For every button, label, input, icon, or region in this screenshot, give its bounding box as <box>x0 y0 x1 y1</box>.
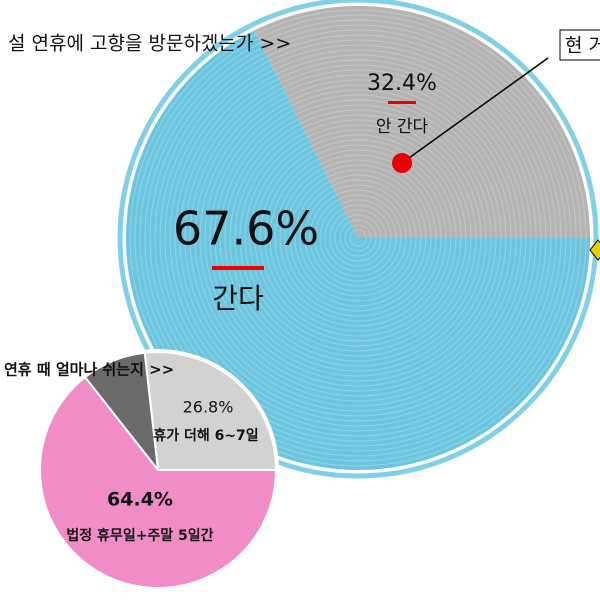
value-label: 64.4% <box>107 489 173 511</box>
pie-slice <box>39 375 278 589</box>
texture-ring <box>299 179 417 297</box>
texture-ring <box>344 224 372 252</box>
annotation: 현 거주 <box>565 35 600 57</box>
value-label: 67.6% <box>173 202 319 256</box>
texture-ring <box>134 14 582 462</box>
pie-small <box>37 349 279 591</box>
texture-ring <box>289 169 427 307</box>
title: 연휴 때 얼마나 쉬는지 >> <box>4 361 174 379</box>
texture-ring <box>144 24 572 452</box>
texture-ring <box>224 104 492 372</box>
texture-ring <box>259 139 457 337</box>
texture-ring <box>234 114 482 362</box>
texture-ring <box>214 94 502 382</box>
texture-ring <box>199 79 517 397</box>
texture-ring <box>174 54 542 422</box>
texture-ring <box>349 229 367 247</box>
texture-ring <box>329 209 387 267</box>
callout-line <box>401 57 549 164</box>
texture-ring <box>309 189 407 287</box>
texture-ring <box>164 44 552 432</box>
texture-ring <box>334 214 382 262</box>
texture-ring <box>194 74 522 402</box>
texture-ring <box>304 184 412 292</box>
texture-ring <box>179 59 537 417</box>
value-label: 32.4% <box>367 71 437 96</box>
pie-slice <box>143 351 278 471</box>
underline <box>388 101 416 104</box>
texture-ring <box>269 149 447 327</box>
value-label: 26.8% <box>183 398 234 417</box>
underline <box>212 266 264 270</box>
texture-ring <box>274 154 442 322</box>
texture-ring <box>314 194 402 282</box>
category-label: 법정 휴무일+주말 5일간 <box>66 527 213 544</box>
texture-ring <box>279 159 437 317</box>
texture-ring <box>339 219 377 257</box>
texture-ring <box>324 204 392 272</box>
texture-ring <box>244 124 472 352</box>
texture-ring <box>169 49 547 427</box>
category-label: 안 간다 <box>376 117 429 137</box>
pie-slice <box>126 30 591 471</box>
texture-ring <box>189 69 527 407</box>
category-label: 간다 <box>212 282 264 315</box>
pie-big <box>117 0 599 479</box>
pie-slice <box>253 6 590 238</box>
texture-ring <box>159 39 557 437</box>
texture-ring <box>254 134 462 342</box>
texture-ring <box>154 34 562 442</box>
texture-ring <box>209 89 507 387</box>
texture-ring <box>219 99 497 377</box>
texture-ring <box>319 199 397 277</box>
texture-ring <box>204 84 512 392</box>
callout-box <box>559 29 600 61</box>
texture-ring <box>264 144 452 332</box>
category-label: 휴가 더해 6~7일 <box>153 428 258 444</box>
texture-ring <box>149 29 567 447</box>
texture-ring <box>129 9 587 467</box>
texture-ring <box>249 129 467 347</box>
texture-ring <box>239 119 477 357</box>
texture-ring <box>139 19 577 457</box>
callout-dot <box>392 153 412 173</box>
texture-ring <box>294 174 422 302</box>
texture-ring <box>229 109 487 367</box>
texture-ring <box>284 164 432 312</box>
diamond <box>589 239 600 261</box>
texture-ring <box>184 64 532 412</box>
title: 설 연휴에 고향을 방문하겠는가 >> <box>8 33 291 55</box>
